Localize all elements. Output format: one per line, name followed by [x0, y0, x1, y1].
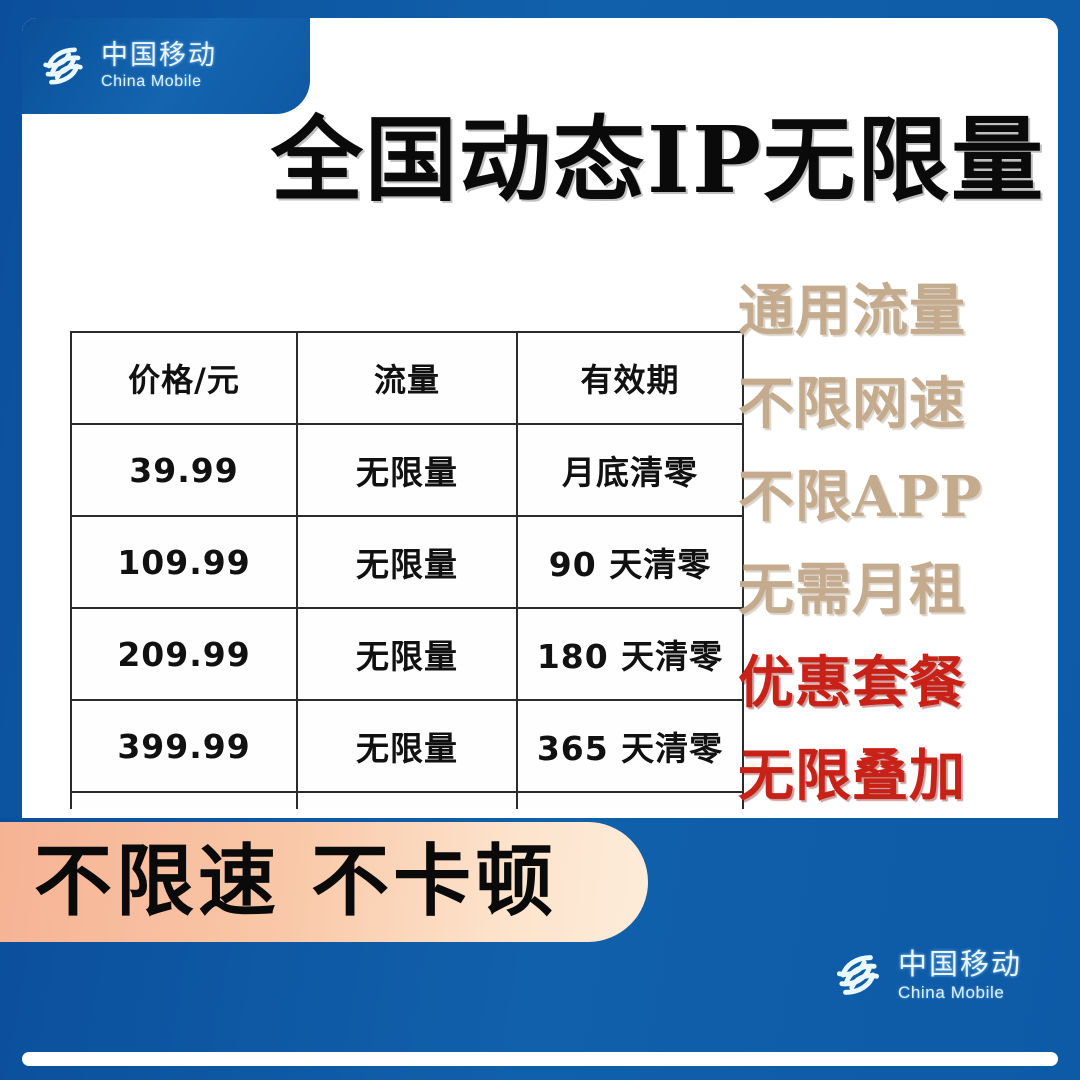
content-panel: 中国移动 China Mobile 全国动态IP无限量 价格/元 流量 有效期 …: [22, 18, 1058, 1060]
cell-validity: 180 天清零: [516, 607, 744, 701]
table-row: 209.99 无限量 180 天清零: [70, 607, 744, 701]
bottom-white-strip: [22, 1052, 1058, 1066]
feature-item-unlimited-app: 不限APP: [738, 463, 983, 530]
cell-data: 无限量: [296, 607, 518, 701]
column-header-price: 价格/元: [70, 331, 298, 425]
pricing-table: 价格/元 流量 有效期 39.99 无限量 月底清零 109.99 无限量 90…: [70, 331, 744, 809]
cell-data: 无限量: [296, 423, 518, 517]
cell-validity: 90 天清零: [516, 515, 744, 609]
feature-item-discount-package: 优惠套餐: [738, 649, 966, 716]
feature-item-unlimited-speed: 不限网速: [738, 370, 966, 437]
bottom-slogan-banner: 不限速 不卡顿: [0, 822, 648, 942]
cell-validity: 365 天清零: [516, 699, 744, 793]
table-row: 399.99 无限量 365 天清零: [70, 699, 744, 793]
headline-title: 全国动态IP无限量: [270, 106, 1046, 214]
cell-price: 39.99: [70, 423, 298, 517]
stub-cell: [70, 791, 298, 809]
brand-wordmark-bottom: 中国移动 China Mobile: [897, 946, 1022, 1002]
table-row: 109.99 无限量 90 天清零: [70, 515, 744, 609]
table-header-row: 价格/元 流量 有效期: [70, 331, 744, 425]
brand-name-en: China Mobile: [101, 73, 202, 90]
column-header-validity: 有效期: [516, 331, 744, 425]
brand-name-en: China Mobile: [897, 982, 1005, 1002]
feature-item-no-monthly-fee: 无需月租: [738, 556, 966, 623]
feature-list: 通用流量 不限网速 不限APP 无需月租 优惠套餐 无限叠加: [738, 264, 1038, 822]
china-mobile-logo-icon: [836, 955, 880, 995]
brand-logo-top: 中国移动 China Mobile: [34, 37, 217, 95]
brand-name-cn: 中国移动: [897, 946, 1022, 981]
feature-item-general-data: 通用流量: [738, 277, 966, 344]
cell-data: 无限量: [296, 515, 518, 609]
cell-price: 109.99: [70, 515, 298, 609]
feature-item-unlimited-stacking: 无限叠加: [738, 742, 966, 809]
china-mobile-logo-icon: [43, 47, 83, 85]
table-row: 39.99 无限量 月底清零: [70, 423, 744, 517]
table-bottom-stub: [70, 791, 744, 809]
column-header-data: 流量: [296, 331, 518, 425]
brand-logo-bottom: 中国移动 China Mobile: [827, 944, 1022, 1006]
bottom-slogan-text: 不限速 不卡顿: [34, 836, 558, 927]
cell-data: 无限量: [296, 699, 518, 793]
cell-price: 209.99: [70, 607, 298, 701]
brand-name-cn: 中国移动: [101, 40, 217, 71]
stub-cell: [516, 791, 744, 809]
brand-wordmark-top: 中国移动 China Mobile: [101, 42, 217, 90]
top-brand-banner: 中国移动 China Mobile: [22, 18, 310, 114]
cell-validity: 月底清零: [516, 423, 744, 517]
stub-cell: [296, 791, 518, 809]
cell-price: 399.99: [70, 699, 298, 793]
